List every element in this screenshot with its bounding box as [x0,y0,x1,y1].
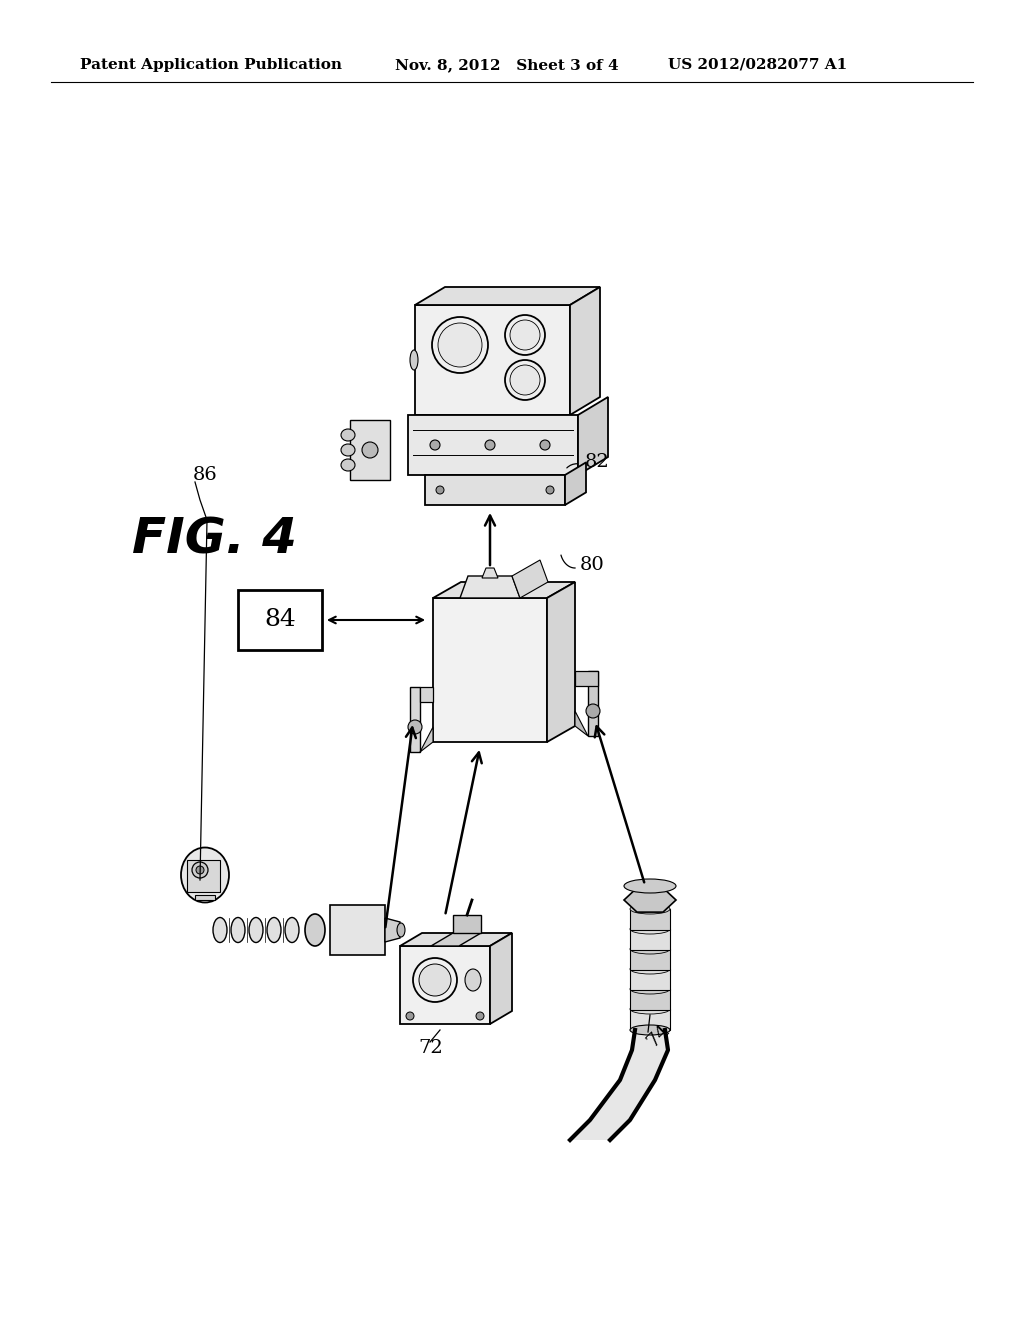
Ellipse shape [305,913,325,946]
Ellipse shape [267,917,281,942]
Polygon shape [482,568,498,578]
Circle shape [362,442,378,458]
Ellipse shape [630,964,670,974]
Polygon shape [415,286,600,305]
Polygon shape [408,414,578,475]
Ellipse shape [181,847,229,903]
Polygon shape [575,711,588,737]
Polygon shape [490,933,512,1024]
Polygon shape [547,582,575,742]
Polygon shape [195,895,215,900]
Ellipse shape [630,944,670,954]
Polygon shape [420,686,433,702]
Ellipse shape [465,969,481,991]
Polygon shape [350,420,390,480]
Ellipse shape [341,444,355,455]
Circle shape [419,964,451,997]
Polygon shape [453,915,481,933]
Ellipse shape [630,1026,670,1035]
Circle shape [510,366,540,395]
Text: 84: 84 [264,609,296,631]
Ellipse shape [630,983,670,994]
Circle shape [430,440,440,450]
Polygon shape [400,933,512,946]
Polygon shape [187,861,220,892]
Polygon shape [565,462,586,506]
Circle shape [436,486,444,494]
Polygon shape [420,727,433,752]
Polygon shape [578,397,608,475]
Polygon shape [630,949,670,970]
Polygon shape [400,946,490,1024]
Text: US 2012/0282077 A1: US 2012/0282077 A1 [668,58,847,73]
Circle shape [510,319,540,350]
Ellipse shape [231,917,245,942]
Circle shape [193,862,208,878]
Polygon shape [575,671,598,686]
Ellipse shape [397,923,406,937]
Polygon shape [431,933,481,946]
Ellipse shape [249,917,263,942]
Text: FIG. 4: FIG. 4 [132,516,297,564]
Circle shape [438,323,482,367]
Text: Nov. 8, 2012   Sheet 3 of 4: Nov. 8, 2012 Sheet 3 of 4 [395,58,618,73]
Circle shape [406,1012,414,1020]
Text: Patent Application Publication: Patent Application Publication [80,58,342,73]
Ellipse shape [285,917,299,942]
Polygon shape [588,671,598,737]
Ellipse shape [341,459,355,471]
Polygon shape [460,576,520,598]
Ellipse shape [624,879,676,894]
Text: 82: 82 [585,453,609,471]
Polygon shape [630,989,670,1010]
Polygon shape [630,929,670,950]
Ellipse shape [630,904,670,913]
Text: 86: 86 [193,466,218,484]
FancyBboxPatch shape [238,590,322,649]
Text: 80: 80 [580,556,605,574]
Ellipse shape [630,924,670,935]
Ellipse shape [630,1005,670,1014]
Ellipse shape [410,350,418,370]
Text: 74: 74 [643,1020,673,1051]
Polygon shape [512,560,548,598]
Polygon shape [630,1008,670,1030]
Circle shape [546,486,554,494]
Text: 72: 72 [418,1039,442,1057]
Circle shape [540,440,550,450]
Circle shape [485,440,495,450]
Polygon shape [433,598,547,742]
Circle shape [476,1012,484,1020]
Polygon shape [624,888,676,912]
Polygon shape [415,305,570,414]
Polygon shape [385,917,400,942]
Polygon shape [433,582,575,598]
Polygon shape [330,906,385,954]
Polygon shape [425,475,565,506]
Polygon shape [570,286,600,414]
Polygon shape [630,969,670,990]
Polygon shape [630,909,670,931]
Circle shape [408,719,422,734]
Circle shape [586,704,600,718]
Circle shape [196,866,204,874]
Polygon shape [410,686,420,752]
Ellipse shape [341,429,355,441]
Ellipse shape [213,917,227,942]
